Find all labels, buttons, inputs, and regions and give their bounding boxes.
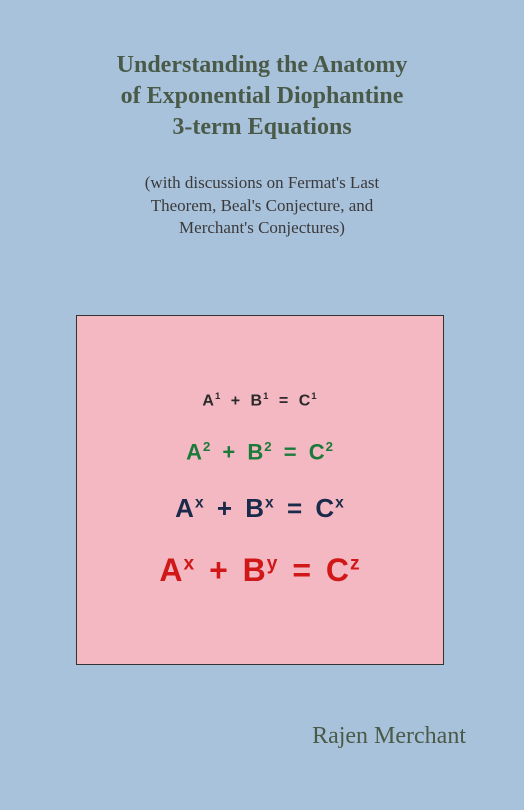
- author-name: Rajen Merchant: [312, 723, 466, 750]
- equation-2: A2 + B2 = C2: [186, 439, 334, 465]
- equation-box: A1 + B1 = C1 A2 + B2 = C2 Ax + Bx = Cx A…: [76, 315, 444, 665]
- equation-3: Ax + Bx = Cx: [175, 493, 345, 524]
- book-subtitle: (with discussions on Fermat's Last Theor…: [0, 144, 524, 241]
- title-line-1: Understanding the Anatomy: [40, 50, 484, 81]
- subtitle-line-1: (with discussions on Fermat's Last: [80, 172, 444, 195]
- book-title: Understanding the Anatomy of Exponential…: [0, 0, 524, 144]
- title-line-3: 3-term Equations: [40, 112, 484, 143]
- title-line-2: of Exponential Diophantine: [40, 81, 484, 112]
- subtitle-line-2: Theorem, Beal's Conjecture, and: [80, 195, 444, 218]
- equation-4: Ax + By = Cz: [159, 552, 360, 589]
- equation-1: A1 + B1 = C1: [202, 391, 317, 410]
- subtitle-line-3: Merchant's Conjectures): [80, 217, 444, 240]
